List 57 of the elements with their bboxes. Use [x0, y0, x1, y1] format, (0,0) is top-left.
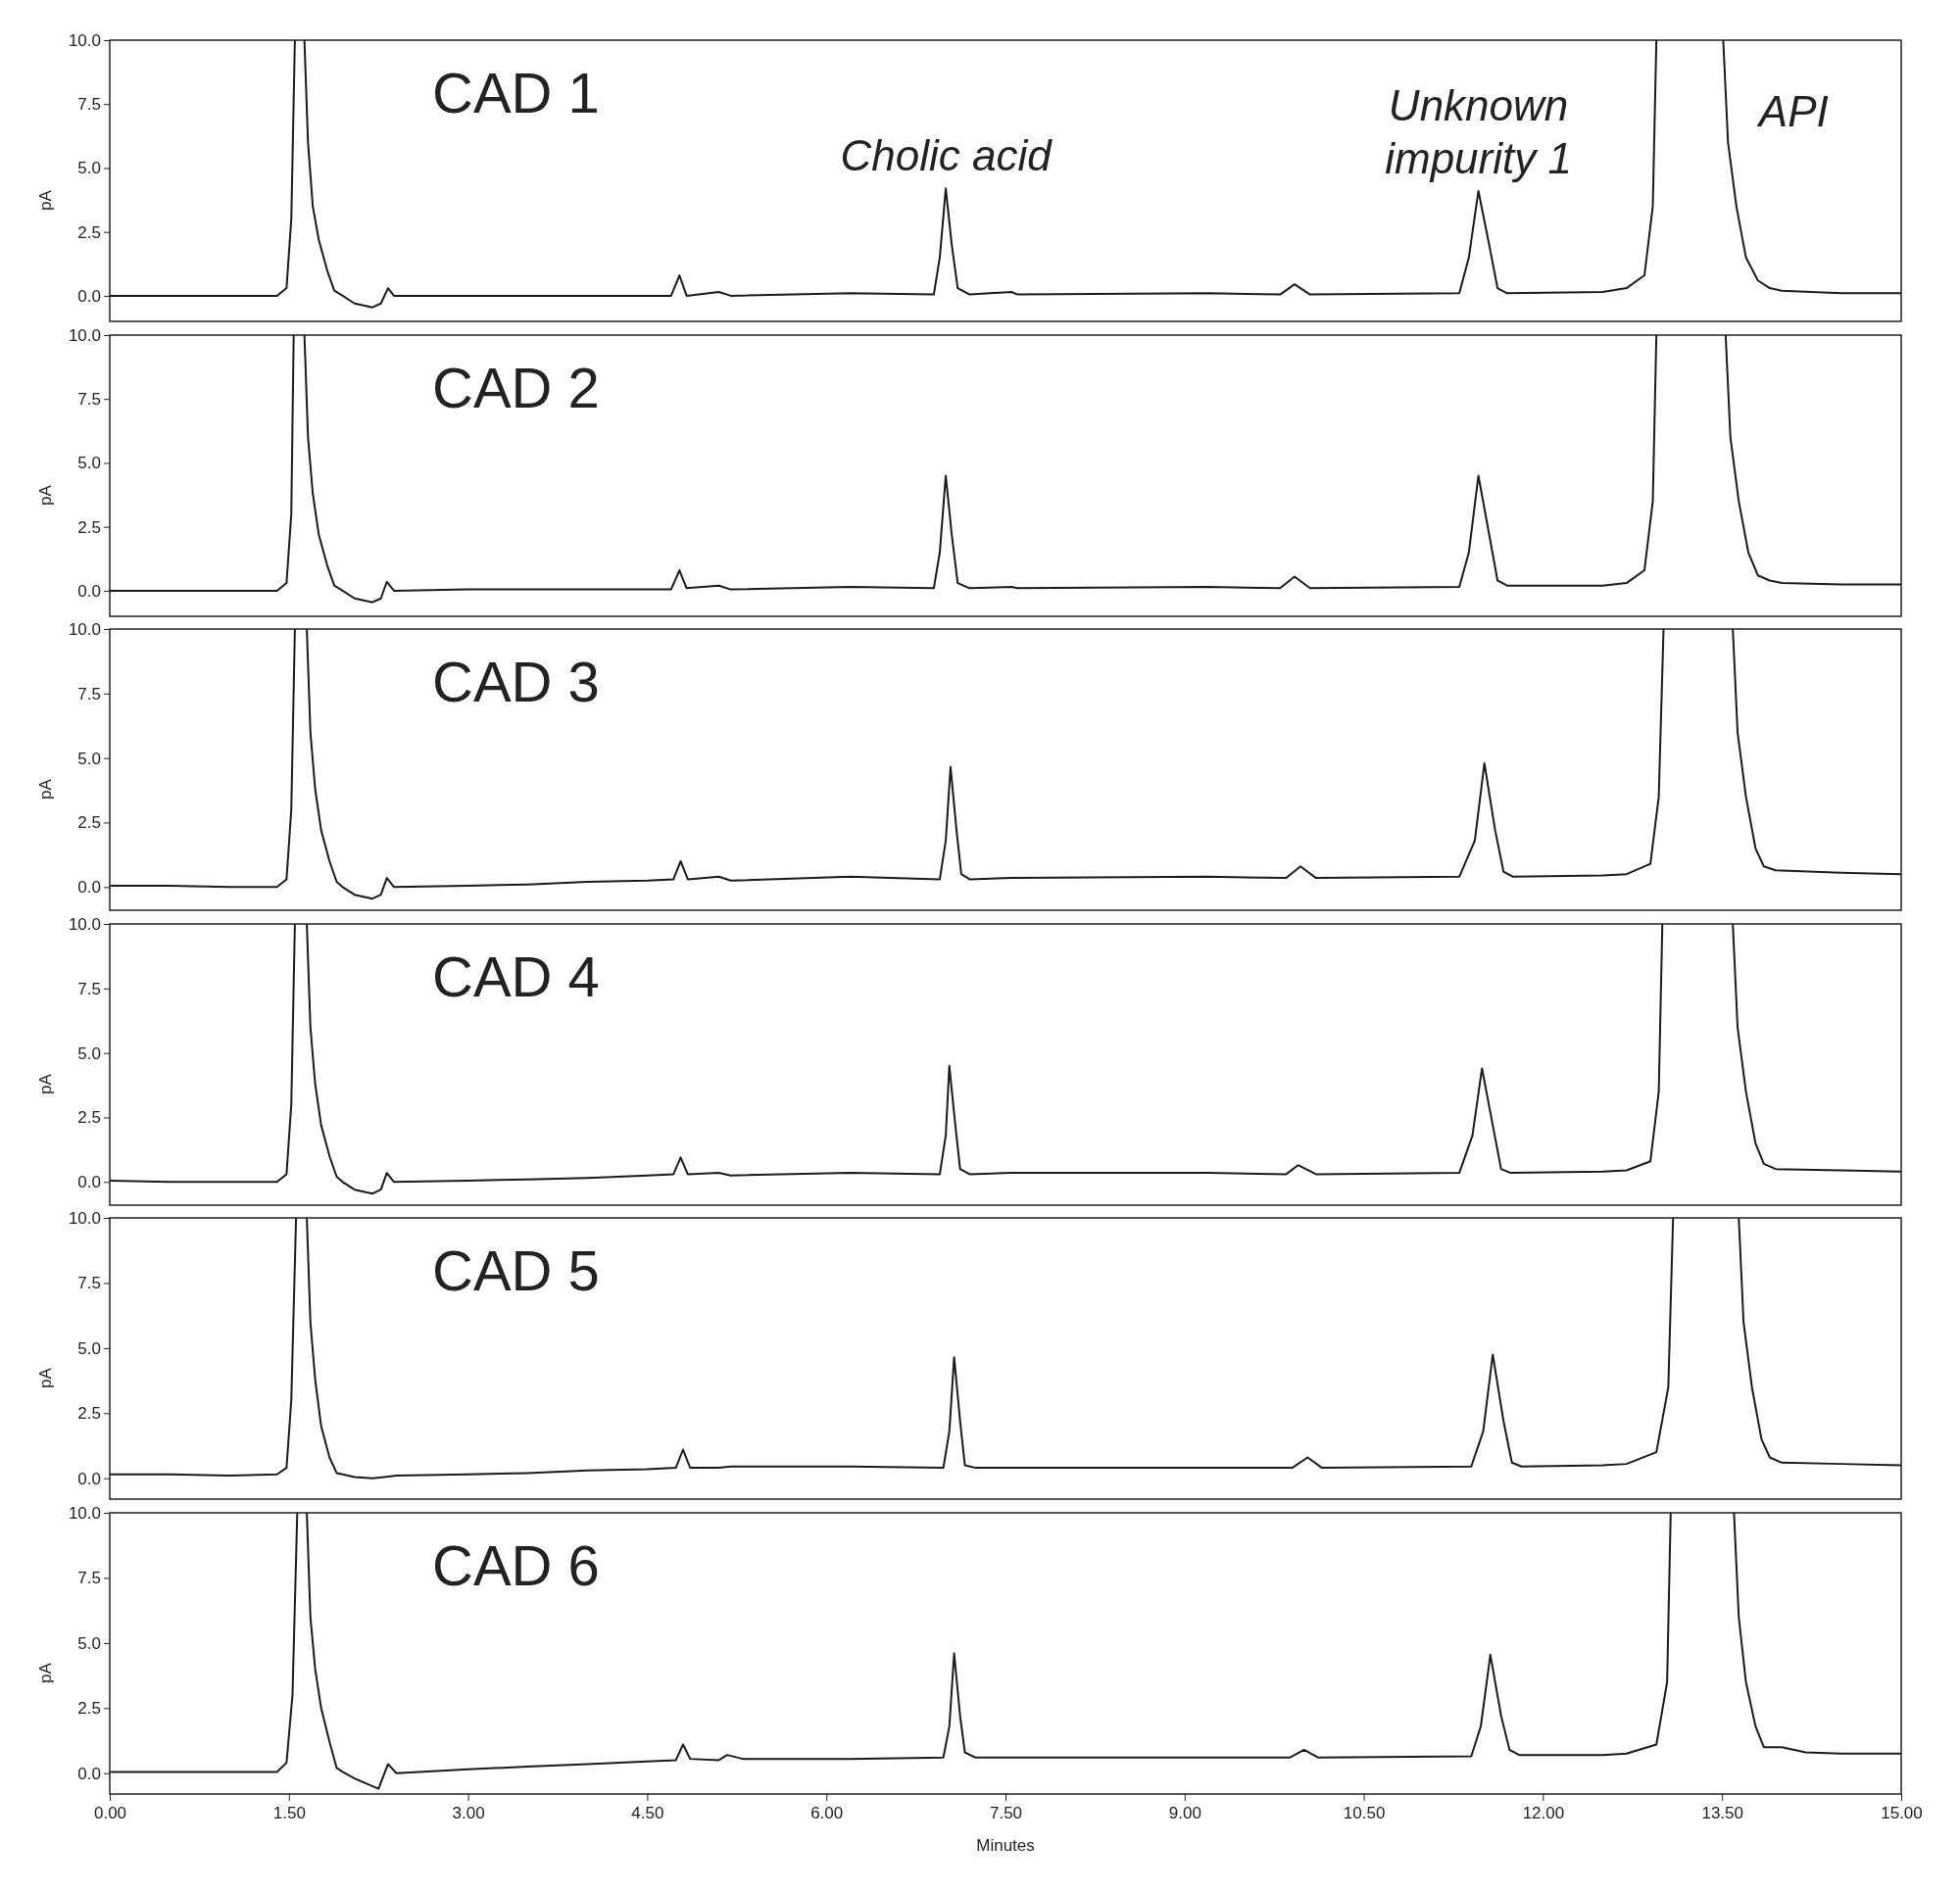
y-tick-label: 2.5 [77, 813, 101, 833]
y-tick-label: 7.5 [77, 684, 101, 703]
y-axis-title: pA [36, 1367, 55, 1388]
chart-title: CAD 6 [432, 1532, 600, 1597]
y-tick-label: 5.0 [77, 1633, 101, 1653]
x-tick-label: 13.50 [1701, 1803, 1743, 1822]
chart-title: CAD 1 [432, 61, 600, 124]
y-tick-label: 10.0 [68, 325, 101, 345]
y-axis-title: pA [36, 1072, 55, 1094]
x-tick-label: 7.50 [989, 1803, 1023, 1822]
x-tick-label: 0.00 [93, 1803, 127, 1822]
y-tick-label: 5.0 [77, 1338, 101, 1358]
y-tick-label: 2.5 [77, 1107, 101, 1127]
x-axis-title: Minutes [976, 1835, 1035, 1855]
x-tick-label: 1.50 [272, 1803, 306, 1822]
y-axis-title: pA [36, 1661, 55, 1683]
y-tick-label: 10.0 [68, 1503, 101, 1523]
y-tick-label: 2.5 [77, 1698, 101, 1718]
x-tick-label: 6.00 [810, 1803, 844, 1822]
y-tick-label: 5.0 [77, 1043, 101, 1063]
y-tick-label: 7.5 [77, 95, 101, 115]
y-tick-label: 0.0 [77, 1172, 101, 1191]
y-tick-label: 5.0 [77, 749, 101, 768]
y-tick-label: 10.0 [68, 1208, 101, 1228]
x-tick-label: 4.50 [631, 1803, 664, 1822]
y-tick-label: 5.0 [77, 453, 101, 472]
y-tick-label: 2.5 [77, 222, 101, 242]
x-tick-label: 9.00 [1168, 1803, 1201, 1822]
y-tick-label: 2.5 [77, 1404, 101, 1424]
chart-title: CAD 5 [432, 1238, 600, 1302]
x-tick-label: 12.00 [1522, 1803, 1565, 1822]
chart-title: CAD 2 [432, 355, 600, 419]
annotation: Unknown impurity 1 [1385, 80, 1572, 182]
y-tick-label: 7.5 [77, 389, 101, 409]
y-tick-label: 7.5 [77, 1274, 101, 1293]
x-tick-label: 15.00 [1881, 1803, 1923, 1822]
y-tick-label: 0.0 [77, 1469, 101, 1488]
y-axis-title: pA [36, 483, 55, 506]
y-tick-label: 0.0 [77, 581, 101, 601]
chart-title: CAD 4 [432, 944, 600, 1008]
y-tick-label: 5.0 [77, 159, 101, 178]
y-tick-label: 2.5 [77, 517, 101, 537]
y-axis-title: pA [36, 778, 55, 800]
y-tick-label: 10.0 [68, 619, 101, 639]
x-tick-label: 3.00 [452, 1803, 485, 1822]
y-tick-label: 7.5 [77, 1568, 101, 1587]
y-axis-title: pA [36, 189, 55, 211]
y-tick-label: 0.0 [77, 286, 101, 306]
chart-title: CAD 3 [432, 650, 600, 713]
y-tick-label: 10.0 [68, 30, 101, 50]
x-tick-label: 10.50 [1343, 1803, 1386, 1822]
y-tick-label: 7.5 [77, 979, 101, 998]
annotation: API [1755, 87, 1829, 135]
annotation: Cholic acid [840, 131, 1054, 180]
y-tick-label: 0.0 [77, 1764, 101, 1783]
y-tick-label: 0.0 [77, 878, 101, 897]
y-tick-label: 10.0 [68, 914, 101, 934]
